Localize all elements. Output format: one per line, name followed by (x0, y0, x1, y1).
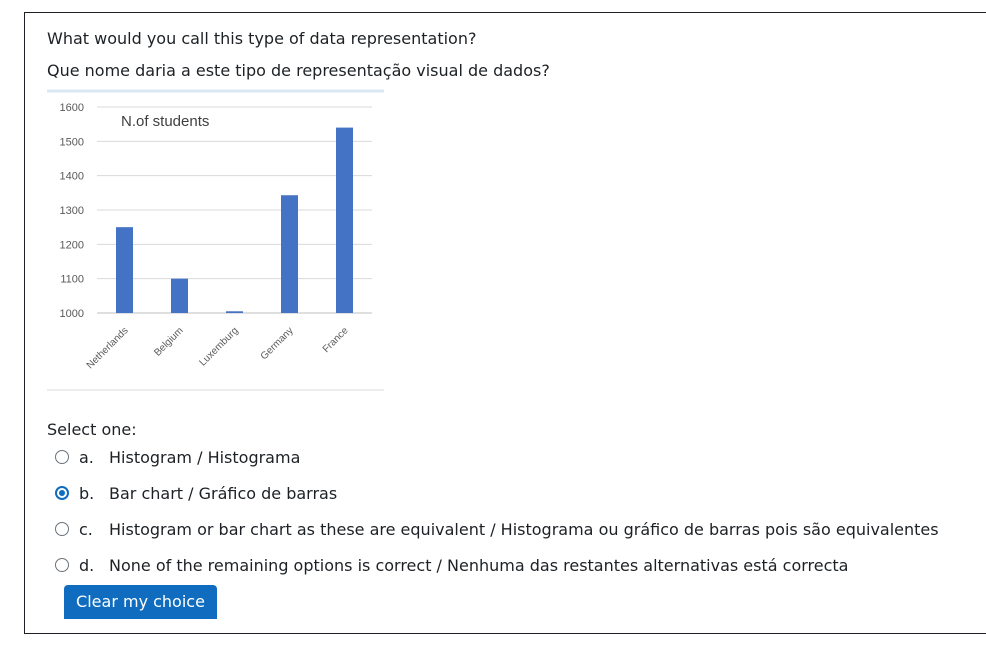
x-tick-label: Germany (259, 325, 296, 362)
clear-choice-button[interactable]: Clear my choice (64, 585, 217, 619)
y-tick-label: 1100 (60, 274, 84, 286)
answer-option-b[interactable]: b. Bar chart / Gráfico de barras (55, 481, 337, 505)
question-panel: What would you call this type of data re… (24, 12, 986, 634)
radio-unchecked-icon[interactable] (55, 522, 69, 536)
answer-option-a[interactable]: a. Histogram / Histograma (55, 445, 300, 469)
chart-title: N.of students (121, 113, 209, 130)
option-text: None of the remaining options is correct… (109, 555, 849, 575)
y-tick-label: 1000 (60, 308, 84, 320)
y-tick-label: 1400 (60, 171, 84, 183)
question-text-pt: Que nome daria a este tipo de representa… (47, 61, 550, 80)
bar-luxemburg (226, 311, 243, 313)
x-tick-label: Netherlands (85, 325, 131, 371)
option-letter: b. (79, 483, 95, 503)
bar-netherlands (116, 227, 133, 313)
y-tick-label: 1300 (60, 205, 84, 217)
bar-belgium (171, 278, 188, 313)
x-tick-label: Luxemburg (197, 325, 240, 368)
bar-chart: 1000 1100 1200 1300 1400 1500 1600 Netherlands… (47, 89, 384, 391)
y-tick-label: 1200 (60, 239, 84, 251)
option-letter: a. (79, 447, 94, 467)
option-text: Bar chart / Gráfico de barras (109, 483, 338, 503)
bar-chart-image: 1000 1100 1200 1300 1400 1500 1600 Netherlands… (47, 89, 384, 391)
radio-unchecked-icon[interactable] (55, 558, 69, 572)
answer-option-d[interactable]: d. None of the remaining options is corre… (55, 553, 848, 577)
option-text: Histogram / Histograma (109, 447, 301, 467)
bar-germany (281, 195, 298, 313)
radio-checked-icon[interactable] (55, 486, 69, 500)
y-tick-label: 1500 (60, 136, 84, 148)
question-text-en: What would you call this type of data re… (47, 29, 477, 48)
option-letter: d. (79, 555, 95, 575)
bar-france (336, 127, 353, 313)
y-tick-label: 1600 (60, 102, 84, 114)
radio-unchecked-icon[interactable] (55, 450, 69, 464)
x-tick-label: France (321, 325, 351, 355)
option-letter: c. (79, 519, 93, 539)
select-one-label: Select one: (47, 420, 137, 439)
x-tick-label: Belgium (152, 325, 185, 358)
option-text: Histogram or bar chart as these are equi… (109, 519, 939, 539)
answer-option-c[interactable]: c. Histogram or bar chart as these are eq… (55, 517, 939, 541)
